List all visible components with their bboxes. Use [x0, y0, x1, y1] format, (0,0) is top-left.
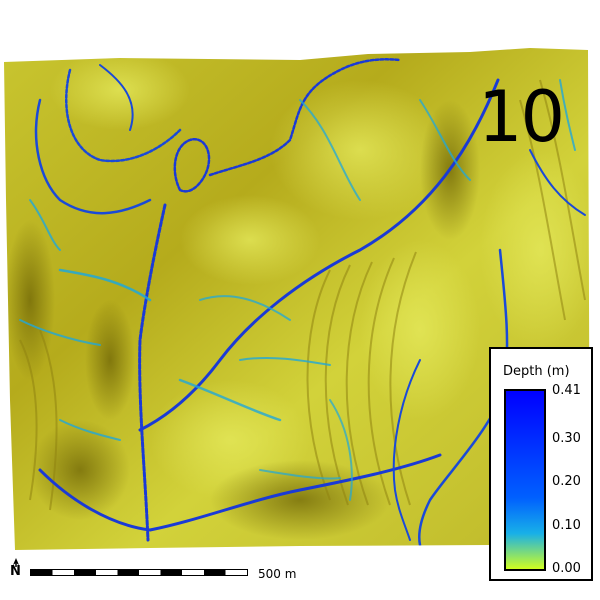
frame-number: 10 — [478, 76, 565, 158]
legend-tick-label: 0.30 — [552, 430, 581, 446]
scale-bar — [30, 569, 248, 576]
legend-title: Depth (m) — [503, 364, 570, 379]
north-letter: N — [10, 564, 21, 579]
scale-label: 500 m — [258, 567, 297, 581]
legend-tick-label: 0.10 — [552, 517, 581, 533]
legend-colorbar — [504, 389, 546, 571]
legend-tick-label: 0.00 — [552, 561, 581, 576]
north-arrow-icon — [13, 558, 19, 567]
depth-legend: Depth (m) 0.41 0.30 0.20 0.10 0.00 — [489, 347, 593, 581]
terrain — [4, 48, 590, 550]
legend-tick-label: 0.20 — [552, 474, 581, 490]
legend-tick-label: 0.41 — [552, 383, 581, 398]
